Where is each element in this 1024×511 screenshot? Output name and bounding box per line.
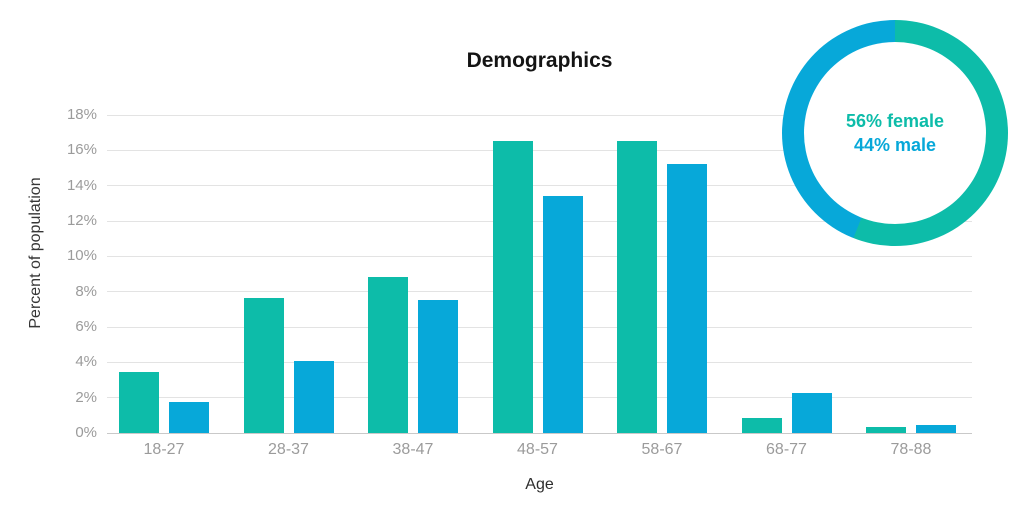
bar-chart-plot: 0% 2% 4% 6% 8% 10% 12% 14% 16% 18% 18-27 28-37 38-47…: [67, 107, 972, 458]
y-tick-label: 4%: [75, 353, 97, 371]
bar-female-38-47: [368, 276, 408, 433]
gridline: [107, 114, 972, 116]
x-tick-label: 18-27: [143, 441, 185, 458]
gender-donut-chart: 56% female 44% male: [782, 20, 1008, 246]
bar-female-48-57: [492, 140, 533, 433]
bar-female-28-37: [243, 297, 284, 433]
x-tick-label: 58-67: [641, 441, 683, 458]
y-tick-label: 8%: [75, 282, 97, 300]
gridline: [107, 291, 972, 293]
bar-male-38-47: [418, 299, 458, 433]
bar-male-68-77: [791, 393, 832, 433]
y-tick-label: 2%: [75, 388, 97, 406]
x-tick-label: 38-47: [392, 441, 434, 458]
gridline: [107, 255, 972, 257]
bar-female-78-88: [866, 426, 906, 433]
y-tick-label: 10%: [66, 247, 97, 265]
x-tick-label: 78-88: [890, 441, 932, 458]
x-tick-label: 28-37: [268, 441, 309, 458]
donut-label-male: 44% male: [853, 135, 937, 155]
x-tick-label: 48-57: [517, 441, 558, 458]
gridline: [107, 149, 972, 151]
bar-female-58-67: [617, 140, 657, 433]
x-axis-line: [107, 432, 972, 434]
chart-title: Demographics: [466, 49, 613, 72]
bar-female-18-27: [119, 372, 159, 433]
gridline: [107, 185, 972, 187]
y-tick-label: 6%: [75, 318, 97, 335]
gridline: [107, 326, 972, 328]
bar-male-18-27: [169, 402, 209, 433]
bar-male-58-67: [667, 164, 707, 433]
y-tick-label: 18%: [66, 106, 97, 123]
gridline: [107, 361, 972, 363]
y-tick-label: 12%: [66, 212, 97, 229]
bar-male-28-37: [293, 361, 334, 433]
bar-male-48-57: [542, 196, 583, 433]
y-tick-label: 0%: [75, 424, 97, 441]
gridline: [107, 220, 972, 222]
bar-male-78-88: [916, 425, 956, 433]
donut-center: 56% female 44% male: [804, 42, 986, 224]
x-axis-title: Age: [525, 476, 554, 493]
gridline: [107, 397, 972, 399]
x-tick-label: 68-77: [766, 441, 807, 458]
donut-label-female: 56% female: [845, 111, 945, 131]
bar-female-68-77: [741, 417, 782, 433]
y-tick-label: 14%: [66, 176, 97, 194]
y-tick-label: 16%: [66, 141, 97, 159]
